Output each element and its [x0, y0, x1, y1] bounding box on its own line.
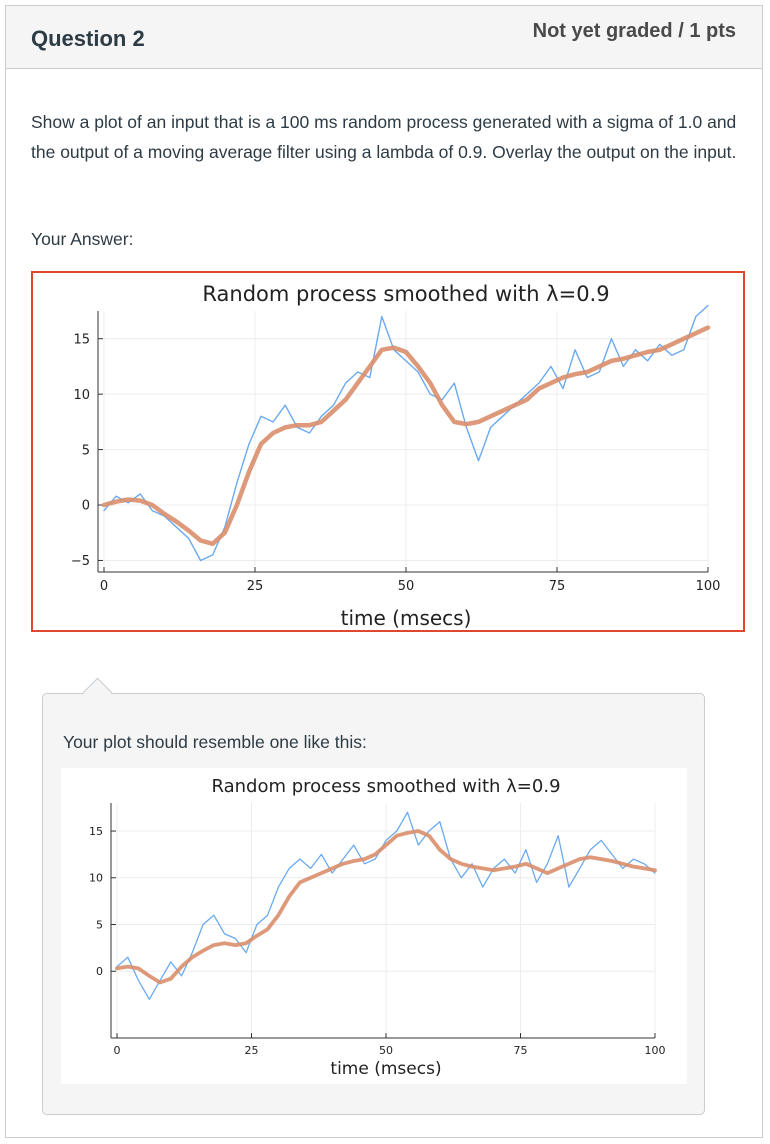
question-card: Question 2 Not yet graded / 1 pts Show a… [5, 5, 763, 1138]
reference-plot-container: 0 25 50 75 100 0 5 10 15 Random process smoothed … [61, 768, 687, 1084]
y-tick-label: 15 [89, 825, 103, 838]
answer-chart: 0 25 50 75 100 −5 0 5 10 15 Random process smoothe… [71, 282, 721, 630]
x-tick-label: 50 [398, 579, 415, 594]
y-tick-label: 10 [73, 388, 90, 403]
grader-comment: Your plot should resemble one like this:… [42, 677, 705, 1115]
x-axis-label: time (msecs) [341, 606, 472, 630]
y-tick-label: 5 [82, 443, 90, 458]
y-tick-label: 0 [96, 965, 103, 978]
x-tick-label: 0 [114, 1044, 121, 1057]
comment-pointer [82, 677, 113, 708]
reference-chart: 0 25 50 75 100 0 5 10 15 Random process smoothed … [89, 776, 666, 1079]
x-tick-label: 100 [645, 1044, 666, 1057]
question-text: Show a plot of an input that is a 100 ms… [31, 112, 737, 162]
points-status: Not yet graded / 1 pts [532, 20, 736, 42]
answer-plot-container: 0 25 50 75 100 −5 0 5 10 15 Random process smoothe… [31, 271, 745, 632]
y-tick-label: −5 [71, 554, 90, 569]
x-tick-label: 75 [549, 579, 566, 594]
x-tick-label: 25 [247, 579, 264, 594]
y-tick-label: 10 [89, 872, 103, 885]
chart-title: Random process smoothed with λ=0.9 [211, 776, 560, 797]
y-tick-label: 15 [73, 332, 90, 347]
chart-title: Random process smoothed with λ=0.9 [202, 282, 609, 306]
y-tick-label: 0 [82, 499, 90, 514]
output-series-line [101, 325, 711, 547]
input-series-line [103, 304, 709, 562]
x-tick-label: 75 [514, 1044, 528, 1057]
x-tick-label: 100 [696, 579, 721, 594]
comment-text: Your plot should resemble one like this: [63, 732, 367, 752]
y-tick-label: 5 [96, 918, 103, 931]
question-title: Question 2 [31, 26, 145, 51]
x-tick-label: 50 [379, 1044, 393, 1057]
x-axis-label: time (msecs) [330, 1059, 441, 1079]
x-tick-label: 25 [245, 1044, 259, 1057]
answer-label: Your Answer: [31, 229, 134, 249]
x-tick-label: 0 [100, 579, 108, 594]
question-header: Question 2 Not yet graded / 1 pts [6, 6, 762, 69]
input-series-line [116, 811, 656, 1000]
output-series-line [115, 829, 657, 985]
